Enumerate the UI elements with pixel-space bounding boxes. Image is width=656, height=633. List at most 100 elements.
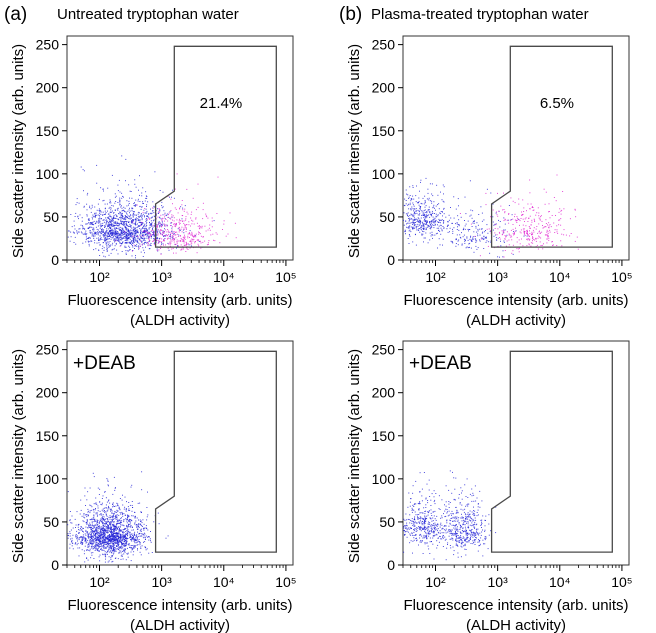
- data-point: [69, 531, 71, 533]
- data-point: [104, 551, 106, 553]
- data-point: [433, 490, 435, 492]
- data-point: [143, 235, 145, 237]
- data-point: [129, 532, 131, 534]
- data-point: [105, 224, 107, 226]
- data-point: [109, 515, 111, 517]
- data-point: [504, 229, 506, 231]
- data-point: [433, 527, 435, 529]
- data-point: [426, 226, 428, 228]
- data-point: [97, 542, 99, 544]
- data-point: [439, 212, 441, 214]
- data-point: [551, 215, 553, 216]
- data-point: [133, 204, 135, 206]
- y-tick-label: 0: [51, 252, 59, 268]
- data-point: [89, 539, 91, 541]
- y-tick-label: 50: [43, 514, 59, 530]
- data-point: [148, 536, 150, 538]
- data-point: [537, 207, 539, 209]
- data-point: [185, 231, 187, 233]
- data-point: [172, 215, 174, 217]
- data-point: [139, 551, 141, 553]
- data-point: [202, 202, 204, 204]
- data-point: [526, 238, 528, 240]
- data-point: [122, 242, 124, 244]
- data-point: [105, 213, 106, 215]
- data-point: [416, 221, 418, 223]
- data-point: [128, 218, 130, 220]
- data-point: [435, 213, 437, 215]
- data-point: [143, 523, 145, 525]
- data-point: [427, 188, 429, 190]
- data-point: [120, 214, 122, 216]
- data-point: [535, 238, 537, 240]
- data-point: [464, 196, 466, 198]
- data-point: [435, 221, 437, 223]
- data-point: [120, 236, 122, 238]
- data-point: [175, 244, 177, 246]
- data-point: [100, 526, 102, 528]
- data-point: [190, 240, 192, 242]
- data-point: [114, 558, 116, 559]
- data-point: [503, 232, 505, 234]
- data-point: [105, 532, 107, 534]
- data-point: [470, 239, 472, 241]
- data-point: [122, 220, 124, 222]
- data-point: [179, 220, 181, 222]
- data-point: [77, 526, 79, 528]
- data-point: [153, 212, 155, 214]
- data-point: [412, 509, 414, 511]
- data-point: [124, 215, 126, 216]
- data-point: [127, 238, 129, 240]
- data-point: [407, 227, 409, 229]
- data-point: [125, 537, 127, 539]
- data-point: [119, 197, 121, 199]
- data-point: [120, 222, 122, 224]
- data-point: [131, 208, 133, 210]
- data-point: [485, 241, 487, 243]
- data-point: [98, 527, 100, 529]
- data-point: [415, 480, 417, 482]
- data-point: [104, 533, 105, 535]
- data-point: [472, 210, 474, 212]
- data-point: [153, 239, 155, 240]
- data-point: [518, 198, 520, 200]
- data-point: [418, 210, 420, 212]
- data-point: [418, 218, 420, 220]
- data-point: [415, 222, 416, 223]
- data-point: [117, 237, 119, 239]
- data-point: [95, 545, 97, 547]
- data-point: [86, 531, 88, 533]
- data-point: [103, 190, 104, 192]
- data-point: [69, 511, 71, 512]
- data-point: [146, 233, 148, 235]
- data-point: [168, 212, 170, 214]
- data-point: [422, 230, 423, 232]
- data-point: [94, 235, 96, 237]
- data-point: [426, 212, 428, 214]
- data-point: [107, 220, 108, 222]
- data-point: [125, 235, 127, 237]
- data-point: [77, 538, 79, 540]
- data-point: [115, 195, 117, 197]
- data-point: [130, 232, 132, 234]
- data-point: [465, 213, 467, 215]
- data-point: [107, 520, 109, 522]
- data-point: [119, 230, 121, 231]
- data-point: [117, 233, 118, 234]
- data-point: [132, 537, 134, 538]
- data-point: [192, 240, 194, 242]
- data-point: [417, 202, 419, 204]
- data-point: [430, 224, 432, 226]
- data-point: [180, 228, 182, 230]
- data-point: [129, 518, 131, 520]
- data-point: [209, 229, 211, 231]
- data-point: [113, 533, 115, 535]
- data-point: [143, 225, 144, 227]
- data-point: [425, 212, 427, 213]
- data-point: [141, 244, 143, 246]
- data-point: [94, 206, 96, 208]
- data-point: [93, 536, 94, 538]
- data-point: [159, 241, 161, 243]
- data-point: [129, 238, 131, 240]
- data-point: [430, 512, 432, 514]
